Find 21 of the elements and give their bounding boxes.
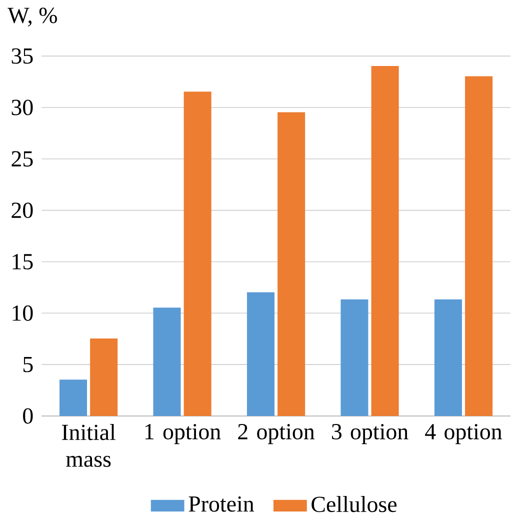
y-tick-label: 0	[23, 408, 33, 424]
y-axis-title: W, %	[8, 8, 58, 26]
x-tick-label: 3 option	[332, 424, 408, 444]
y-tick-label: 30	[12, 100, 33, 116]
bar	[340, 299, 368, 416]
bar	[60, 380, 88, 416]
y-tick-label: 10	[12, 305, 33, 321]
y-tick-label: 20	[12, 202, 33, 218]
bar	[153, 308, 181, 416]
y-tick-label: 5	[24, 356, 33, 372]
x-tick-label: 2 option	[238, 424, 315, 444]
x-tick-label: Initial mass	[62, 424, 116, 467]
y-tick-label: 15	[12, 254, 33, 270]
y-tick-label: 25	[12, 151, 33, 167]
x-tick-label: 1 option	[146, 424, 221, 444]
x-tick-label: 4 option	[425, 424, 502, 444]
bar	[434, 299, 462, 416]
bar	[247, 292, 275, 416]
legend-label: Protein	[188, 496, 254, 512]
legend-label: Cellulose	[312, 496, 397, 512]
y-tick-label: 35	[12, 48, 33, 64]
